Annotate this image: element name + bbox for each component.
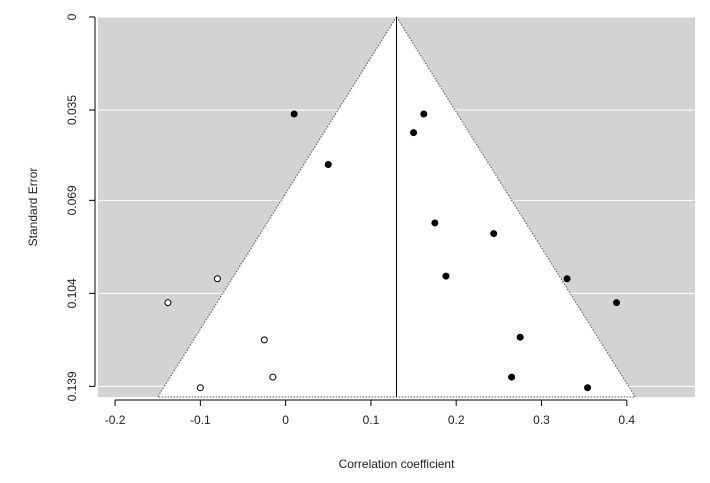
- study-points: [164, 110, 621, 392]
- y-axis-title: Standard Error: [26, 168, 40, 247]
- x-tick-label: 0.1: [363, 413, 380, 427]
- axes: -0.2 -0.1 0 0.1 0.2 0.3 0.4 0 0.035 0.069 0.104 0.…: [65, 13, 635, 427]
- y-tick-label: 0.139: [65, 371, 79, 401]
- x-tick-label: 0: [282, 413, 289, 427]
- data-point-open: [269, 373, 277, 381]
- data-point-filled: [431, 219, 439, 227]
- y-tick-label: 0.069: [65, 185, 79, 215]
- y-tick-label: 0: [65, 13, 79, 20]
- x-tick-label: -0.2: [105, 413, 126, 427]
- data-point-filled: [516, 333, 524, 341]
- data-point-filled: [420, 110, 428, 118]
- y-tick-label: 0.035: [65, 95, 79, 125]
- x-tick-label: 0.3: [533, 413, 550, 427]
- data-point-open: [196, 384, 204, 392]
- data-point-filled: [563, 275, 571, 283]
- data-point-filled: [508, 373, 516, 381]
- data-point-open: [213, 275, 221, 283]
- data-point-filled: [290, 110, 298, 118]
- data-point-open: [260, 336, 268, 344]
- x-axis: -0.2 -0.1 0 0.1 0.2 0.3 0.4: [105, 399, 635, 427]
- x-tick-label: 0.2: [448, 413, 465, 427]
- x-tick-label: 0.4: [618, 413, 635, 427]
- plot-area: [98, 16, 695, 398]
- x-axis-title: Correlation coefficient: [339, 457, 456, 471]
- data-point-filled: [442, 272, 450, 280]
- x-tick-label: -0.1: [190, 413, 211, 427]
- data-point-filled: [584, 384, 592, 392]
- data-point-filled: [490, 230, 498, 238]
- y-tick-label: 0.104: [65, 278, 79, 308]
- data-point-filled: [410, 129, 418, 137]
- data-point-filled: [324, 160, 332, 168]
- data-point-open: [164, 299, 172, 307]
- data-point-filled: [613, 299, 621, 307]
- y-axis: 0 0.035 0.069 0.104 0.139: [65, 13, 96, 401]
